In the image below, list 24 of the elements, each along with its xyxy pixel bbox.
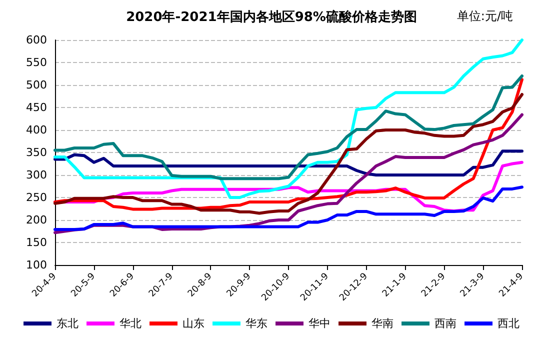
y-tick-label: 550 <box>26 56 47 69</box>
y-tick-label: 150 <box>26 236 47 249</box>
y-tick-label: 100 <box>26 258 47 272</box>
legend-label: 西南 <box>434 317 456 330</box>
y-tick-label: 250 <box>26 191 47 204</box>
line-series <box>54 150 524 176</box>
y-tick-label: 500 <box>26 78 47 92</box>
chart-title: 2020年-2021年国内各地区98%硫酸价格走势图 <box>126 9 417 25</box>
legend-label: 华南 <box>372 317 394 330</box>
legend-label: 华中 <box>308 317 330 330</box>
legend-label: 西北 <box>498 317 520 330</box>
legend-label: 山东 <box>182 317 204 330</box>
y-tick-label: 600 <box>26 34 47 46</box>
y-tick-label: 200 <box>26 214 47 226</box>
y-tick-label: 300 <box>26 168 47 182</box>
y-tick-label: 400 <box>26 124 47 136</box>
legend-label: 东北 <box>56 317 78 330</box>
text: 单位:元/吨 <box>456 9 514 23</box>
y-tick-label: 450 <box>26 101 47 114</box>
line-series <box>54 186 524 231</box>
legend-label: 华东 <box>246 317 268 330</box>
legend-label: 华北 <box>120 317 142 330</box>
y-tick-label: 350 <box>26 146 47 159</box>
line-series <box>54 74 524 180</box>
